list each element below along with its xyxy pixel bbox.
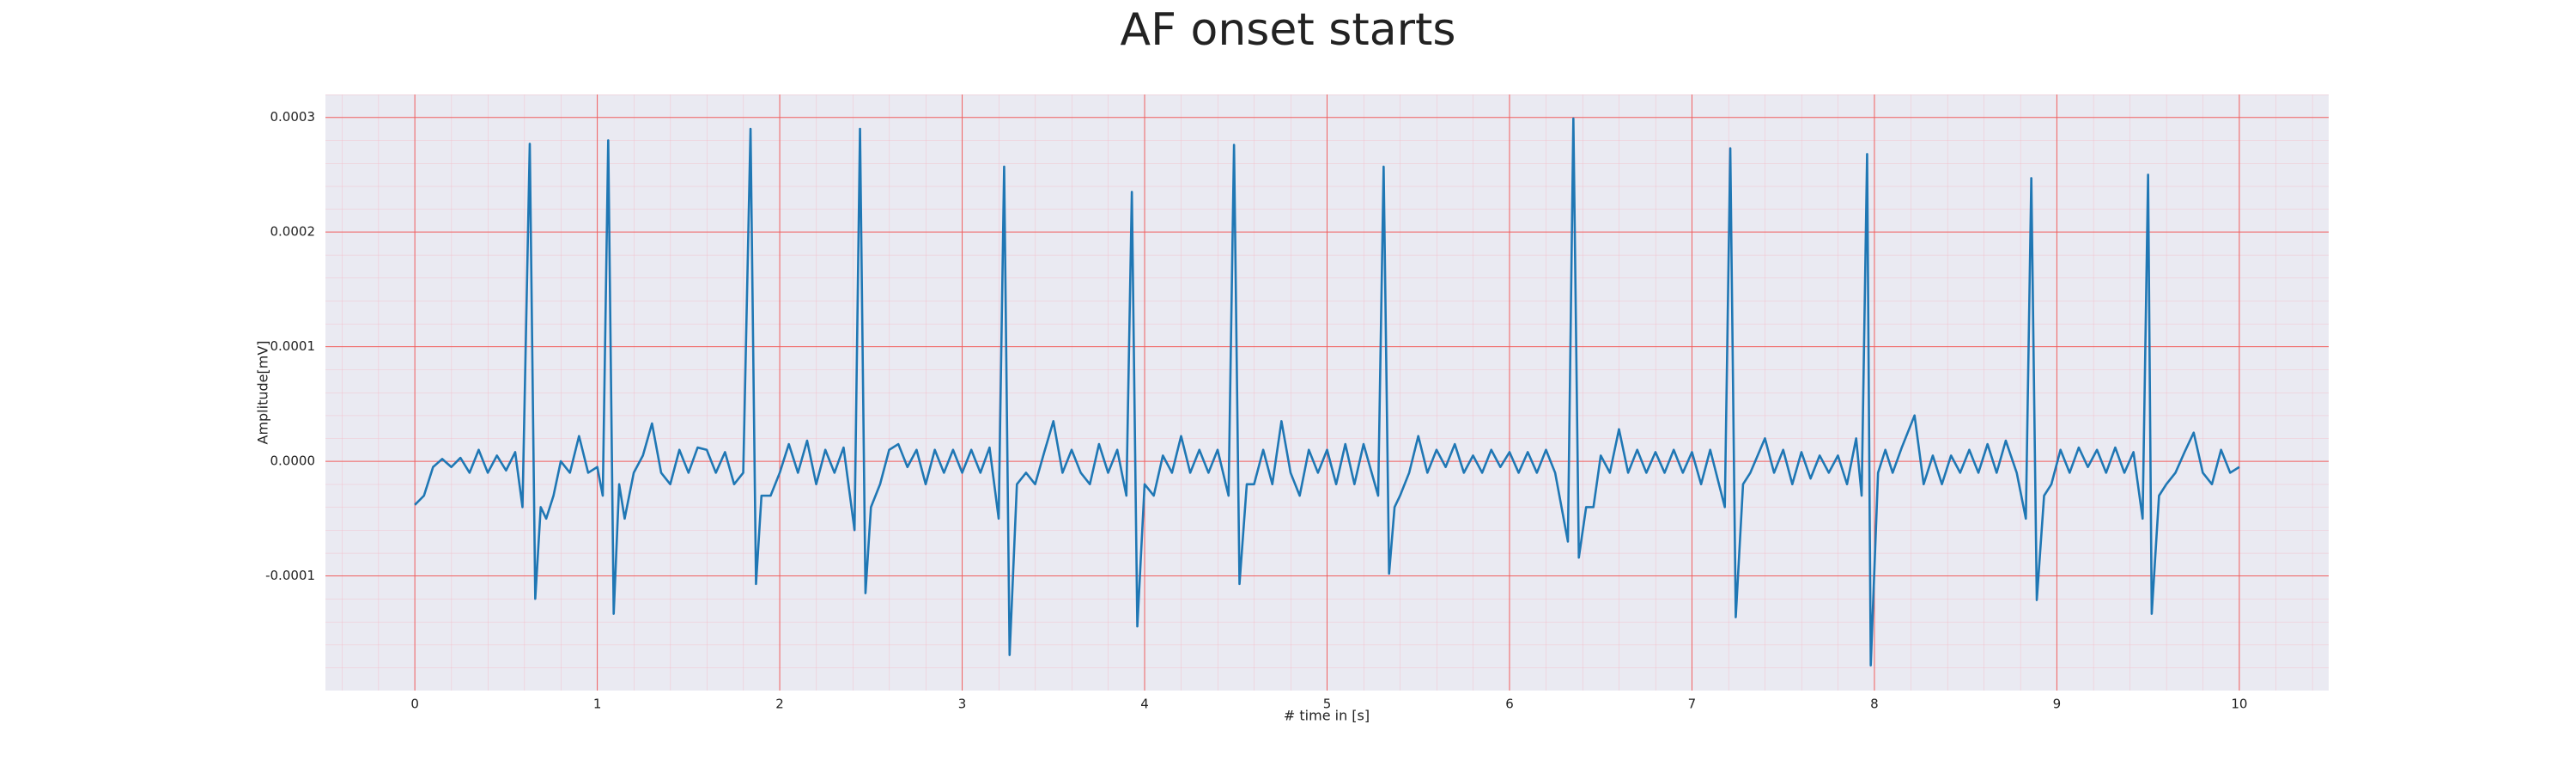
x-tick-label: 7 — [1688, 697, 1697, 712]
ecg-line — [414, 117, 2240, 666]
x-tick-label: 0 — [410, 697, 419, 712]
x-tick-label: 4 — [1140, 697, 1149, 712]
x-tick-label: 9 — [2053, 697, 2062, 712]
x-tick-label: 2 — [775, 697, 784, 712]
y-tick-label: -0.0001 — [265, 568, 315, 583]
y-tick-label: 0.0003 — [270, 109, 316, 125]
x-tick-label: 10 — [2231, 697, 2247, 712]
y-tick-label: 0.0002 — [270, 224, 316, 240]
y-axis-label: Amplitude[mV] — [255, 340, 271, 444]
chart-title: AF onset starts — [1121, 4, 1456, 56]
x-tick-label: 8 — [1870, 697, 1879, 712]
x-tick-label: 3 — [958, 697, 967, 712]
x-tick-label: 1 — [593, 697, 602, 712]
y-tick-label: 0.0000 — [270, 453, 316, 469]
x-axis-label: # time in [s] — [1284, 708, 1370, 724]
x-tick-label: 5 — [1323, 697, 1332, 712]
y-tick-label: 0.0001 — [270, 338, 316, 354]
x-tick-label: 6 — [1505, 697, 1514, 712]
